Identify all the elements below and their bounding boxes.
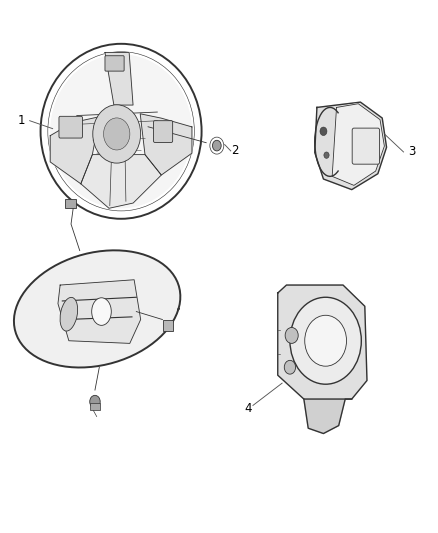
Polygon shape — [105, 53, 133, 105]
FancyBboxPatch shape — [59, 116, 82, 138]
Circle shape — [93, 105, 141, 163]
Circle shape — [103, 118, 130, 150]
Polygon shape — [140, 114, 192, 175]
Polygon shape — [304, 399, 352, 433]
Circle shape — [212, 140, 221, 151]
Polygon shape — [278, 285, 367, 399]
Text: 2: 2 — [231, 144, 238, 157]
Ellipse shape — [50, 54, 192, 208]
Ellipse shape — [92, 298, 111, 325]
Circle shape — [305, 316, 346, 366]
Polygon shape — [81, 155, 161, 208]
Polygon shape — [50, 117, 99, 184]
Polygon shape — [58, 280, 141, 343]
FancyBboxPatch shape — [90, 403, 100, 410]
Polygon shape — [315, 102, 387, 190]
Circle shape — [285, 327, 298, 343]
Polygon shape — [14, 251, 180, 367]
Ellipse shape — [60, 297, 78, 331]
Text: 3: 3 — [408, 146, 415, 158]
FancyBboxPatch shape — [105, 56, 124, 71]
Circle shape — [284, 360, 296, 374]
FancyBboxPatch shape — [153, 120, 173, 142]
Circle shape — [324, 152, 329, 158]
FancyBboxPatch shape — [163, 319, 173, 331]
FancyBboxPatch shape — [352, 128, 380, 164]
Circle shape — [90, 395, 100, 408]
Text: 4: 4 — [244, 402, 251, 415]
Circle shape — [320, 127, 327, 135]
Polygon shape — [332, 104, 385, 185]
FancyBboxPatch shape — [65, 199, 76, 208]
Text: 1: 1 — [17, 114, 25, 127]
Circle shape — [290, 297, 361, 384]
